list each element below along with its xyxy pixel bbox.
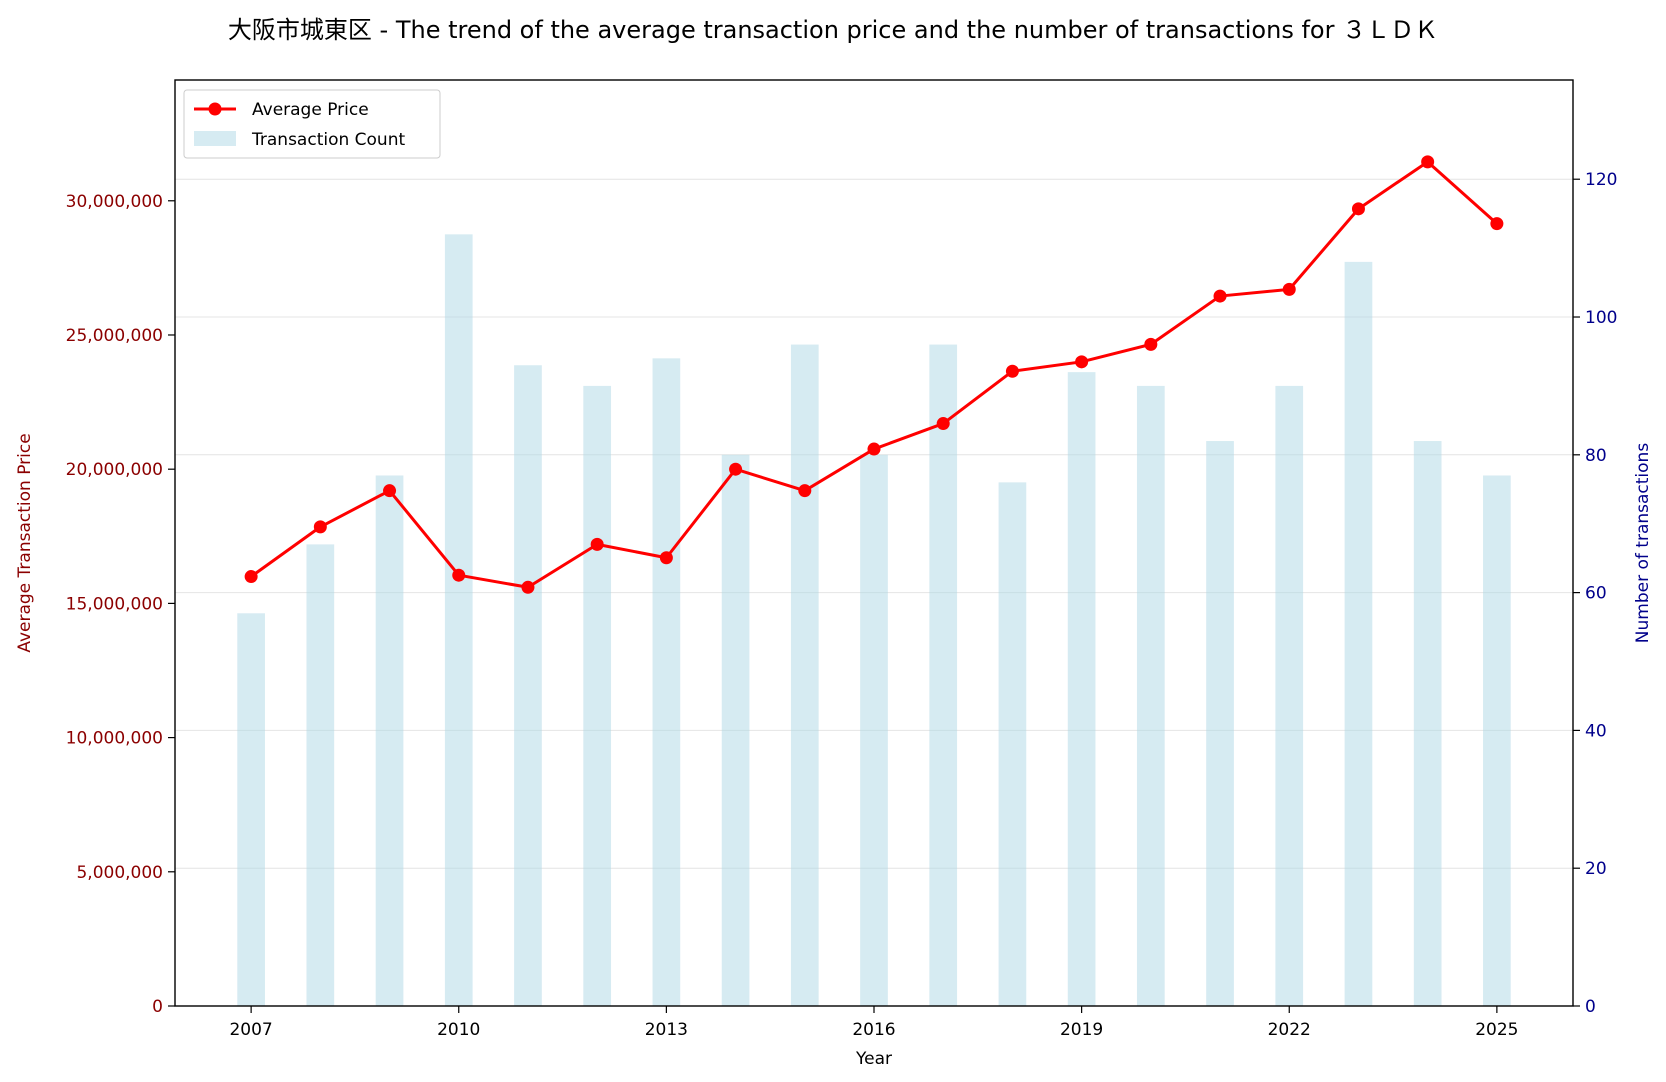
bar-2019 [1067, 372, 1096, 1006]
bar-2014 [721, 454, 750, 1006]
bar-2018 [998, 482, 1027, 1007]
left-tick-label: 10,000,000 [66, 729, 163, 749]
left-tick-label: 15,000,000 [66, 594, 163, 614]
bar-2017 [929, 344, 958, 1007]
price-point-2022 [1282, 282, 1296, 296]
price-point-2017 [936, 417, 950, 431]
price-point-2011 [521, 580, 535, 594]
bar-2007 [237, 613, 265, 1006]
x-tick-label: 2013 [645, 1020, 688, 1040]
left-tick-label: 20,000,000 [66, 460, 163, 480]
bar-2013 [652, 358, 681, 1006]
price-point-2021 [1213, 289, 1227, 303]
bar-2025 [1483, 475, 1511, 1007]
right-tick-label: 100 [1585, 308, 1617, 328]
legend-bar-swatch [194, 131, 236, 146]
price-point-2014 [729, 462, 743, 476]
price-point-2013 [659, 551, 673, 565]
bar-2020 [1136, 385, 1165, 1006]
y-left-axis-label: Average Transaction Price [15, 433, 35, 652]
legend-label-transaction-count: Transaction Count [251, 130, 405, 150]
left-tick-label: 25,000,000 [66, 326, 163, 346]
line-series [244, 155, 1504, 594]
right-tick-label: 40 [1585, 721, 1607, 741]
right-tick-label: 120 [1585, 170, 1617, 190]
price-point-2008 [313, 520, 327, 534]
x-axis-label: Year [855, 1049, 892, 1069]
bar-2009 [375, 475, 404, 1007]
price-point-2023 [1351, 202, 1365, 216]
x-tick-label: 2022 [1268, 1020, 1311, 1040]
price-point-2007 [244, 570, 258, 584]
price-point-2018 [1005, 364, 1019, 378]
legend: Average Price Transaction Count [183, 89, 441, 159]
price-point-2012 [590, 537, 604, 551]
x-tick-label: 2007 [229, 1020, 272, 1040]
left-tick-label: 0 [152, 997, 163, 1017]
bar-2011 [514, 365, 542, 1006]
bar-2008 [306, 544, 335, 1006]
y-right-axis-label: Number of transactions [1633, 443, 1653, 644]
legend-box [183, 89, 441, 159]
bar-2021 [1206, 441, 1234, 1006]
bar-2010 [444, 234, 473, 1007]
bar-2024 [1413, 441, 1442, 1006]
price-point-2010 [452, 568, 466, 582]
right-tick-label: 60 [1585, 584, 1607, 604]
x-axis: 2007 2010 2013 2016 2019 2022 2025 [229, 1006, 1519, 1040]
right-tick-label: 20 [1585, 859, 1607, 879]
price-point-2009 [383, 484, 397, 498]
left-tick-label: 30,000,000 [66, 192, 163, 212]
left-tick-label: 5,000,000 [76, 863, 163, 883]
chart-title: 大阪市城東区 - The trend of the average transa… [228, 16, 1438, 44]
price-point-2025 [1490, 217, 1504, 231]
right-tick-label: 80 [1585, 446, 1607, 466]
bar-2012 [583, 385, 612, 1006]
x-tick-label: 2016 [852, 1020, 895, 1040]
bar-2023 [1344, 261, 1373, 1007]
right-axis: 0 20 40 60 80 100 120 [1573, 170, 1617, 1017]
legend-marker-swatch [208, 102, 222, 116]
left-axis: 0 5,000,000 10,000,000 15,000,000 20,000,000… [66, 192, 175, 1017]
price-point-2024 [1421, 155, 1435, 169]
x-tick-label: 2019 [1060, 1020, 1103, 1040]
price-point-2020 [1144, 337, 1158, 351]
legend-label-average-price: Average Price [252, 100, 369, 120]
price-point-2016 [867, 442, 881, 456]
x-tick-label: 2025 [1475, 1020, 1518, 1040]
right-tick-label: 0 [1585, 997, 1596, 1017]
price-point-2019 [1075, 355, 1089, 369]
bar-series [237, 234, 1511, 1007]
bar-2015 [790, 344, 819, 1007]
bar-2016 [860, 454, 888, 1006]
price-point-2015 [798, 484, 812, 498]
bar-2022 [1275, 385, 1304, 1006]
x-tick-label: 2010 [437, 1020, 480, 1040]
